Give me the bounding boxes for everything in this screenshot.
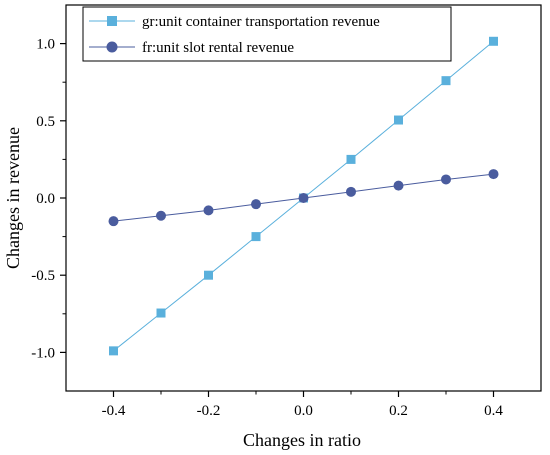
x-tick-label: 0.0 — [294, 403, 313, 419]
x-tick-label: 0.4 — [484, 403, 503, 419]
data-point — [441, 76, 451, 86]
legend-label: gr:unit container transportation revenue — [142, 14, 380, 30]
y-tick-label: 1.0 — [36, 37, 55, 53]
data-point — [298, 193, 309, 203]
y-tick-label: 0.0 — [36, 191, 55, 207]
y-axis-title: Changes in revenue — [3, 127, 23, 269]
legend-marker — [106, 41, 118, 53]
data-point — [441, 174, 451, 185]
axes: -0.4 -0.2 0.0 0.2 0.4 -1.0 -0.5 0.0 0.5 1.0 — [31, 4, 542, 419]
series-layer — [108, 36, 499, 356]
legend: gr:unit container transportation revenue… — [82, 6, 452, 62]
data-point — [156, 210, 166, 221]
data-point — [203, 205, 214, 216]
data-point — [251, 232, 261, 242]
y-tick-label: 0.5 — [36, 114, 55, 130]
data-point — [346, 186, 356, 197]
data-point — [204, 270, 213, 280]
data-point — [109, 346, 118, 356]
data-point — [156, 308, 166, 318]
data-point — [489, 36, 498, 46]
data-point — [393, 180, 404, 191]
data-point — [346, 154, 356, 164]
x-axis-title: Changes in ratio — [243, 430, 361, 450]
y-tick-label: -1.0 — [31, 345, 55, 361]
data-point — [488, 169, 499, 180]
x-tick-label: 0.2 — [389, 403, 408, 419]
legend-box — [82, 6, 452, 62]
data-point — [108, 216, 119, 227]
data-point — [251, 199, 261, 210]
legend-label: fr:unit slot rental revenue — [142, 40, 294, 56]
data-point — [394, 115, 403, 125]
x-tick-label: -0.4 — [102, 403, 126, 419]
x-tick-label: -0.2 — [197, 403, 221, 419]
legend-marker — [107, 16, 117, 26]
y-tick-label: -0.5 — [31, 268, 55, 284]
